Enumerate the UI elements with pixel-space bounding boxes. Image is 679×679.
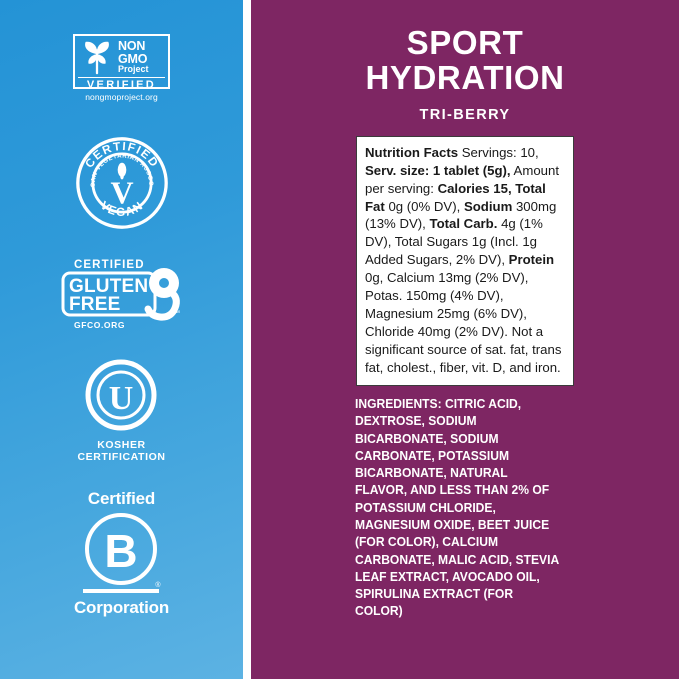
- svg-text:FREE: FREE: [69, 294, 120, 315]
- product-title-line2: HYDRATION: [365, 59, 565, 96]
- non-gmo-verified-text: VERIFIED: [78, 77, 165, 91]
- badge-ou-kosher: U KOSHER CERTIFICATION: [77, 358, 165, 463]
- gluten-free-seal-icon: CERTIFIED GLUTEN FREE ™ GFCO.ORG: [61, 259, 180, 330]
- kosher-line2: CERTIFICATION: [77, 451, 166, 463]
- product-info-panel: SPORT HYDRATION TRI-BERRY Nutrition Fact…: [251, 0, 679, 679]
- b-corp-icon: B: [85, 513, 158, 585]
- badge-certified-b-corporation: Certified B ® Corporation: [74, 489, 169, 618]
- product-flavor: TRI-BERRY: [419, 106, 511, 123]
- svg-text:V: V: [110, 176, 133, 211]
- badge-certified-vegan: CERTIFIED VEGAN AMERICAN VEGETARIAN ASSO…: [75, 136, 169, 230]
- non-gmo-line2: GMO: [118, 51, 148, 66]
- svg-text:CERTIFIED: CERTIFIED: [74, 259, 145, 271]
- non-gmo-line1: NON: [118, 39, 146, 53]
- nutrition-body: Servings: 10, Serv. size: 1 tablet (5g),…: [365, 144, 562, 376]
- svg-text:VEGAN: VEGAN: [97, 199, 145, 219]
- svg-text:GFCO.ORG: GFCO.ORG: [74, 320, 125, 330]
- non-gmo-top-row: NON GMO Project: [78, 39, 165, 75]
- bcorp-line2: Corporation: [73, 598, 170, 617]
- certified-vegan-seal-icon: CERTIFIED VEGAN AMERICAN VEGETARIAN ASSO…: [75, 136, 168, 229]
- ou-kosher-icon: U: [85, 359, 157, 431]
- nutrition-heading: Nutrition Facts: [365, 144, 459, 160]
- bcorp-registered-mark: ®: [155, 582, 161, 589]
- non-gmo-wordmark: NON GMO Project: [118, 40, 149, 74]
- ingredients-label: INGREDIENTS:: [355, 396, 442, 412]
- product-title-line1: SPORT: [406, 24, 524, 61]
- svg-text:GLUTEN: GLUTEN: [69, 276, 148, 297]
- svg-text:™: ™: [173, 310, 180, 317]
- svg-text:U: U: [109, 380, 134, 417]
- butterfly-icon: [85, 41, 109, 75]
- non-gmo-line3: Project: [118, 64, 149, 74]
- bcorp-line1: Certified: [87, 489, 156, 508]
- ingredients-block: INGREDIENTS: CITRIC ACID, DEXTROSE, SODI…: [355, 395, 560, 620]
- ingredients-text: CITRIC ACID, DEXTROSE, SODIUM BICARBONAT…: [355, 396, 559, 619]
- nutrition-facts-panel: Nutrition Facts Servings: 10, Serv. size…: [356, 135, 574, 387]
- certifications-panel: NON GMO Project VERIFIED nongmoproject.o…: [0, 0, 243, 679]
- kosher-line1: KOSHER: [97, 439, 146, 451]
- non-gmo-box: NON GMO Project VERIFIED: [73, 34, 170, 91]
- badge-certified-gluten-free: CERTIFIED GLUTEN FREE ™ GFCO.ORG: [60, 254, 184, 332]
- badge-non-gmo-project-verified: NON GMO Project VERIFIED nongmoproject.o…: [73, 34, 170, 102]
- bcorp-divider: ®: [83, 582, 160, 593]
- non-gmo-url: nongmoproject.org: [85, 92, 158, 102]
- svg-text:B: B: [105, 525, 138, 577]
